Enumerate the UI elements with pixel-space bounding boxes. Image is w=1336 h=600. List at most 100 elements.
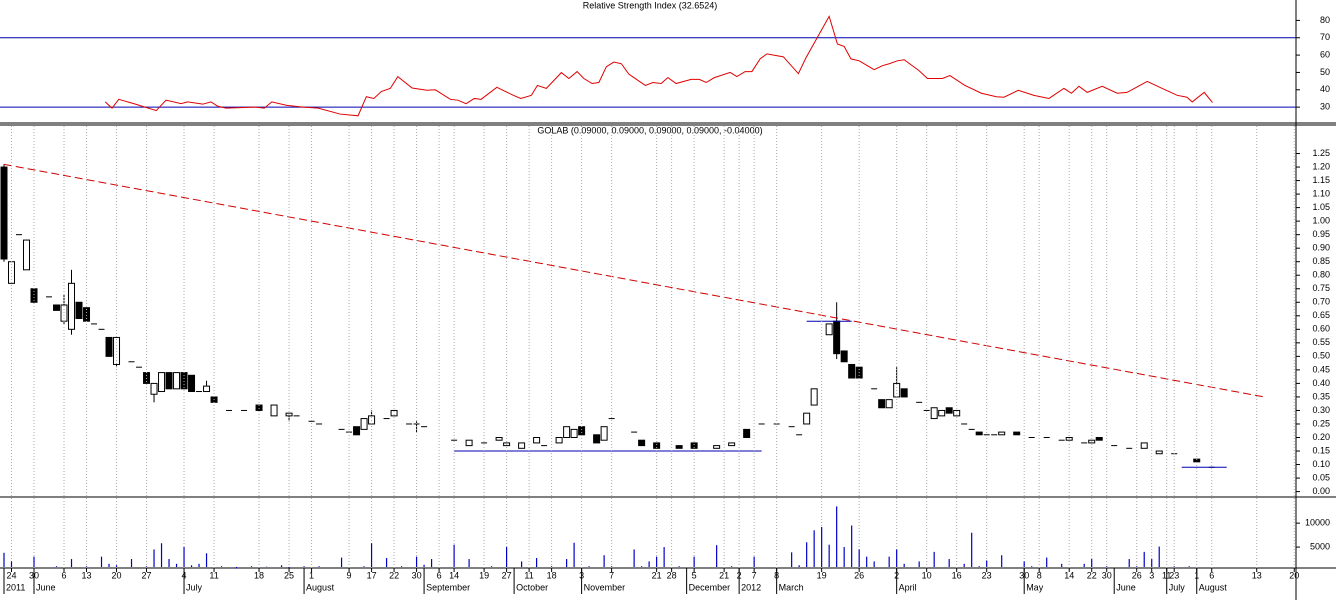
month-label: July: [186, 582, 203, 592]
candle-body: [848, 363, 856, 379]
y-tick-label: 1.20: [1312, 161, 1330, 171]
candle-body: [390, 409, 398, 417]
y-tick-label: 1.10: [1312, 188, 1330, 198]
x-tick-label: 21: [719, 570, 729, 580]
x-tick-label: 11: [209, 570, 218, 580]
x-tick-label: 22: [389, 570, 399, 580]
x-tick-label: 18: [254, 570, 264, 580]
x-tick-label: 5: [692, 570, 697, 580]
y-tick-label: 0.25: [1312, 418, 1330, 428]
x-tick-label: 13: [82, 570, 92, 580]
candle-body: [825, 323, 833, 336]
candle-body: [878, 399, 886, 409]
x-tick-label: 21: [652, 570, 662, 580]
candle-body: [1155, 450, 1163, 455]
candle-body: [743, 428, 751, 438]
x-tick-label: 8: [1037, 570, 1042, 580]
candle-body: [495, 437, 503, 441]
y-tick-label: 0.00: [1312, 486, 1330, 496]
month-label: September: [426, 582, 470, 592]
y-tick-label: 0.80: [1312, 270, 1330, 280]
y-tick-label: 0.70: [1312, 297, 1330, 307]
y-tick-label: 0.30: [1312, 405, 1330, 415]
month-label: April: [899, 582, 917, 592]
candle-body: [998, 431, 1006, 436]
candle-body: [555, 437, 563, 444]
y-tick-label: 10000: [1305, 518, 1330, 528]
candle-body: [803, 412, 811, 425]
y-tick-label: 0.20: [1312, 432, 1330, 442]
candle-body: [1140, 442, 1148, 449]
month-label: May: [1026, 582, 1044, 592]
candle-body: [840, 350, 848, 363]
candle-body: [173, 372, 181, 390]
candle-body: [353, 426, 361, 436]
y-tick-label: 1.05: [1312, 202, 1330, 212]
candle-body: [945, 407, 953, 414]
month-label: July: [1169, 582, 1186, 592]
x-tick-label: 27: [502, 570, 512, 580]
x-tick-label: 26: [854, 570, 864, 580]
candle-body: [600, 426, 608, 441]
candle-body: [578, 426, 586, 436]
candle-body: [518, 442, 526, 449]
candle-body: [728, 442, 736, 447]
y-tick-label: 0.45: [1312, 364, 1330, 374]
candle-body: [53, 304, 61, 311]
x-tick-label: 25: [284, 570, 294, 580]
x-tick-label: 30: [1102, 570, 1112, 580]
candle-body: [953, 409, 961, 417]
month-label: June: [36, 582, 56, 592]
x-tick-label: 17: [367, 570, 377, 580]
price-title: GOLAB (0.09000, 0.09000, 0.09000, 0.0900…: [537, 125, 762, 135]
candle-body: [885, 399, 893, 409]
x-tick-label: 6: [1209, 570, 1214, 580]
y-tick-label: 5000: [1310, 541, 1330, 551]
candle-body: [360, 418, 368, 430]
x-tick-label: 19: [817, 570, 827, 580]
month-label: November: [584, 582, 626, 592]
x-tick-label: 13: [1252, 570, 1262, 580]
y-tick-label: 70: [1320, 32, 1330, 42]
candle-body: [150, 382, 158, 395]
y-tick-label: 0.50: [1312, 351, 1330, 361]
candle-body: [1095, 437, 1103, 441]
rsi-line: [104, 15, 1213, 117]
candle-body: [833, 320, 841, 355]
candle-body: [113, 336, 121, 365]
x-tick-label: 27: [142, 570, 152, 580]
y-tick-label: 1.00: [1312, 216, 1330, 226]
y-tick-label: 0.60: [1312, 324, 1330, 334]
month-label: June: [1116, 582, 1136, 592]
candle-body: [713, 445, 721, 449]
x-tick-label: 6: [437, 570, 442, 580]
x-tick-label: 14: [449, 570, 459, 580]
x-tick-label: 23: [1169, 570, 1179, 580]
candle-body: [900, 388, 908, 398]
candle-body: [563, 426, 571, 439]
candle-body: [593, 434, 601, 444]
x-tick-label: 24: [6, 570, 16, 580]
y-tick-label: 0.85: [1312, 256, 1330, 266]
candle-body: [203, 385, 211, 393]
candle-body: [23, 239, 31, 271]
x-tick-label: 23: [982, 570, 992, 580]
candle-body: [570, 428, 578, 438]
x-tick-label: 7: [752, 570, 757, 580]
x-tick-label: 30: [412, 570, 422, 580]
x-tick-label: 19: [479, 570, 489, 580]
candle-body: [75, 301, 83, 320]
candle-body: [938, 409, 946, 417]
month-label: October: [516, 582, 548, 592]
candle-body: [653, 442, 661, 449]
y-tick-label: 1.15: [1312, 175, 1330, 185]
candle-body: [638, 439, 646, 447]
y-tick-label: 50: [1320, 67, 1330, 77]
month-label: December: [689, 582, 731, 592]
month-label: 2011: [6, 582, 25, 592]
x-tick-label: 10: [922, 570, 932, 580]
y-tick-label: 0.65: [1312, 310, 1330, 320]
month-label: August: [306, 582, 335, 592]
